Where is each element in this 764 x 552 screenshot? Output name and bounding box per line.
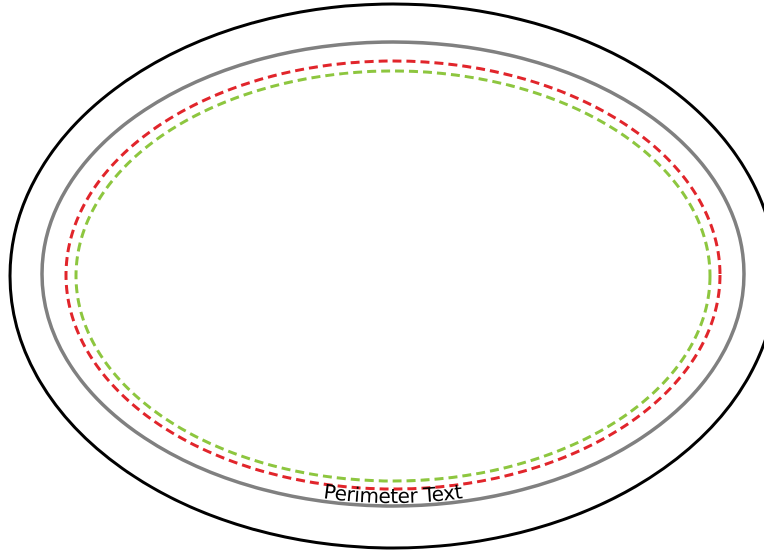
outer-boundary-ellipse [8, 2, 764, 550]
perimeter-text-label: Perimeter Text [322, 479, 464, 508]
perimeter-text-path-ellipse [40, 40, 746, 508]
green-dashed-ellipse [74, 69, 712, 483]
red-dashed-ellipse [64, 59, 722, 491]
perimeter-text: Perimeter Text [322, 479, 464, 508]
